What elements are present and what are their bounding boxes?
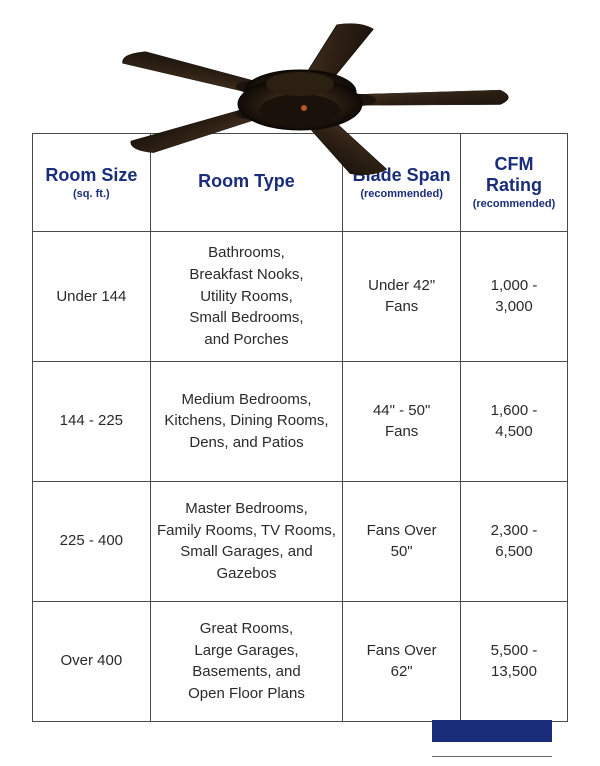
- table-row: 225 - 400 Master Bedrooms,Family Rooms, …: [33, 481, 568, 601]
- header-sub: (recommended): [347, 188, 456, 201]
- footer-logo: [432, 720, 572, 760]
- cell-span: Fans Over50": [343, 481, 461, 601]
- logo-bar: [432, 720, 552, 742]
- ceiling-fan-illustration: [70, 5, 530, 180]
- table-row: Under 144 Bathrooms,Breakfast Nooks,Util…: [33, 232, 568, 362]
- fan-sizing-table: Room Size (sq. ft.) Room Type Blade Span…: [32, 133, 568, 722]
- cell-cfm: 1,000 -3,000: [460, 232, 567, 362]
- cell-span: 44" - 50"Fans: [343, 361, 461, 481]
- cell-size: 225 - 400: [33, 481, 151, 601]
- table-row: Over 400 Great Rooms,Large Garages,Basem…: [33, 601, 568, 721]
- cell-cfm: 5,500 -13,500: [460, 601, 567, 721]
- cell-cfm: 1,600 -4,500: [460, 361, 567, 481]
- header-sub: (recommended): [465, 198, 563, 211]
- sizing-table: Room Size (sq. ft.) Room Type Blade Span…: [32, 133, 568, 722]
- cell-cfm: 2,300 -6,500: [460, 481, 567, 601]
- cell-type: Great Rooms,Large Garages,Basements, and…: [150, 601, 343, 721]
- cell-type: Medium Bedrooms,Kitchens, Dining Rooms,D…: [150, 361, 343, 481]
- fan-icon: [70, 5, 530, 175]
- cell-size: 144 - 225: [33, 361, 151, 481]
- logo-line: [432, 756, 552, 757]
- cell-type: Master Bedrooms,Family Rooms, TV Rooms,S…: [150, 481, 343, 601]
- cell-size: Over 400: [33, 601, 151, 721]
- cell-span: Under 42"Fans: [343, 232, 461, 362]
- cell-size: Under 144: [33, 232, 151, 362]
- cell-span: Fans Over62": [343, 601, 461, 721]
- table-body: Under 144 Bathrooms,Breakfast Nooks,Util…: [33, 232, 568, 722]
- cell-type: Bathrooms,Breakfast Nooks,Utility Rooms,…: [150, 232, 343, 362]
- header-sub: (sq. ft.): [37, 188, 146, 201]
- table-row: 144 - 225 Medium Bedrooms,Kitchens, Dini…: [33, 361, 568, 481]
